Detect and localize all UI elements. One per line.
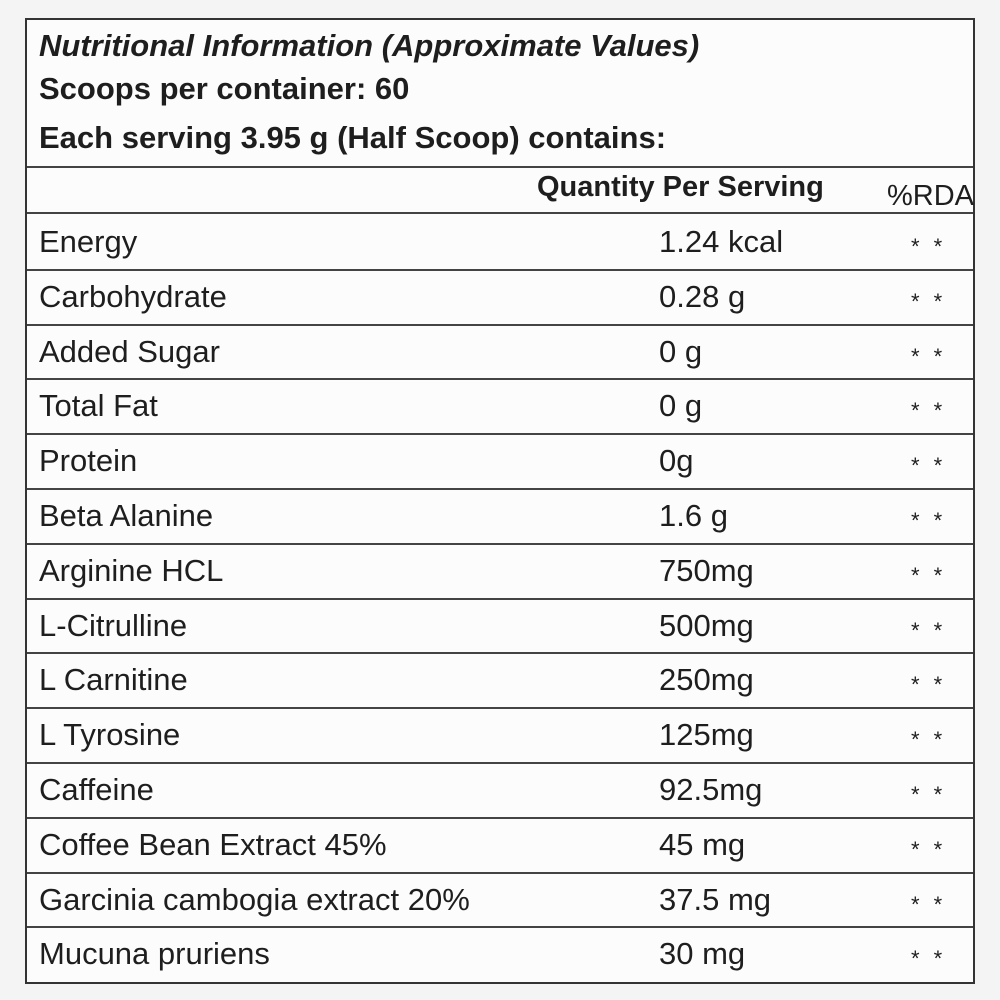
row-divider <box>27 597 973 600</box>
row-rda: * * <box>911 946 947 972</box>
row-rda: * * <box>911 562 947 588</box>
nutrition-label: Nutritional Information (Approximate Val… <box>25 18 975 984</box>
scoops-info: Scoops per container: 60 <box>39 71 410 106</box>
row-rda: * * <box>911 891 947 917</box>
row-quantity: 45 mg <box>659 826 746 862</box>
row-rda: * * <box>911 343 947 369</box>
row-divider <box>27 926 973 929</box>
row-label: Beta Alanine <box>39 498 214 533</box>
serving-info: Each serving 3.95 g (Half Scoop) contain… <box>39 120 667 155</box>
row-divider <box>27 707 973 710</box>
row-divider <box>27 323 973 326</box>
row-rda: * * <box>911 453 947 479</box>
row-quantity: 92.5mg <box>659 772 763 807</box>
row-rda: * * <box>911 727 947 753</box>
row-label: Coffee Bean Extract 45% <box>39 826 387 862</box>
row-rda: * * <box>911 508 947 533</box>
row-divider <box>27 762 973 764</box>
row-divider <box>27 871 973 874</box>
row-quantity: 37.5 mg <box>659 881 772 917</box>
row-quantity: 0 g <box>659 333 703 369</box>
row-label: Arginine HCL <box>39 552 224 588</box>
row-divider <box>27 268 973 271</box>
row-rda: * * <box>911 672 947 698</box>
row-rda: * * <box>911 617 947 643</box>
divider <box>27 212 973 214</box>
row-quantity: 30 mg <box>659 936 746 972</box>
row-label: Energy <box>39 224 138 259</box>
row-divider <box>27 433 973 436</box>
row-label: L Tyrosine <box>39 717 181 753</box>
row-label: Added Sugar <box>39 333 220 369</box>
row-quantity: 0g <box>659 443 694 479</box>
row-label: Mucuna pruriens <box>39 936 270 972</box>
divider <box>27 166 973 168</box>
row-label: Garcinia cambogia extract 20% <box>39 881 470 917</box>
row-divider <box>27 652 973 655</box>
row-divider <box>27 816 973 819</box>
row-quantity: 500mg <box>659 607 754 643</box>
row-quantity: 250mg <box>659 662 754 698</box>
row-label: L-Citrulline <box>39 607 188 643</box>
row-quantity: 125mg <box>659 717 754 753</box>
row-label: Carbohydrate <box>39 278 227 314</box>
row-divider <box>27 488 973 490</box>
row-quantity: 1.6 g <box>659 498 728 533</box>
row-quantity: 0.28 g <box>659 278 746 314</box>
row-label: Total Fat <box>39 388 158 424</box>
column-header: %RDA <box>887 180 975 212</box>
row-divider <box>27 542 973 545</box>
row-label: Protein <box>39 443 138 479</box>
row-rda: * * <box>911 782 947 807</box>
row-label: Caffeine <box>39 772 154 807</box>
label-title: Nutritional Information (Approximate Val… <box>39 28 700 63</box>
row-label: L Carnitine <box>39 662 188 698</box>
row-divider <box>27 378 973 381</box>
row-quantity: 1.24 kcal <box>659 224 784 259</box>
row-rda: * * <box>911 836 947 862</box>
row-quantity: 750mg <box>659 552 754 588</box>
row-rda: * * <box>911 288 947 314</box>
row-rda: * * <box>911 398 947 424</box>
row-rda: * * <box>911 234 947 259</box>
row-quantity: 0 g <box>659 388 703 424</box>
column-header: Quantity Per Serving <box>537 171 824 203</box>
